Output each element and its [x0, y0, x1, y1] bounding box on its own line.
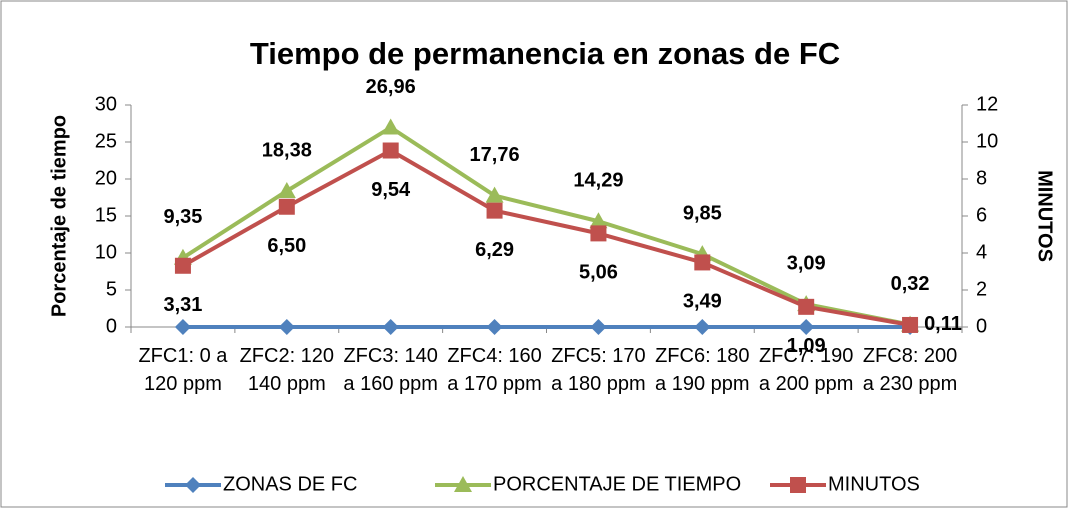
data-label: 3,31 — [163, 294, 202, 316]
chart-title: Tiempo de permanencia en zonas de FC — [250, 36, 840, 71]
marker — [798, 298, 815, 315]
y-tick-label: 25 — [95, 130, 117, 152]
x-tick-label: ZFC8: 200 a 230 ppm — [862, 345, 958, 395]
y-tick-label: 10 — [95, 241, 117, 263]
data-label: 18,38 — [262, 139, 312, 161]
marker — [902, 316, 919, 333]
marker — [589, 212, 608, 229]
y2-tick-label: 2 — [976, 278, 987, 300]
data-label: 26,96 — [366, 76, 416, 98]
line — [181, 148, 911, 327]
x-tick-label: ZFC7: 190 a 200 ppm — [758, 345, 854, 395]
y-tick-label: 5 — [106, 278, 117, 300]
data-label: 3,09 — [787, 252, 826, 274]
chart-frame — [0, 0, 1068, 508]
marker — [382, 319, 399, 335]
data-label: 0,11 — [924, 313, 962, 335]
legend-label: PORCENTAJE DE TIEMPO — [493, 473, 741, 495]
y2-tick-label: 12 — [976, 93, 998, 115]
y-tick-label: 20 — [95, 167, 117, 189]
marker — [486, 202, 503, 219]
x-tick-label: ZFC1: 0 a 120 ppm — [138, 345, 228, 395]
marker — [278, 198, 295, 215]
marker — [590, 225, 607, 242]
x-tick-label: ZFC6: 180 a 190 ppm — [655, 345, 750, 395]
marker — [381, 118, 400, 135]
data-label: 0,32 — [891, 273, 930, 295]
data-label: 6,50 — [267, 235, 306, 257]
marker — [790, 477, 806, 493]
marker — [185, 477, 201, 493]
y2-tick-label: 10 — [976, 130, 998, 152]
x-tick-label: ZFC4: 160 a 170 ppm — [447, 345, 542, 395]
y-tick-label: 0 — [106, 315, 117, 337]
y2-tick-label: 0 — [976, 315, 987, 337]
marker — [174, 257, 191, 274]
marker — [694, 254, 711, 271]
data-label: 3,49 — [683, 291, 722, 313]
y2-tick-label: 6 — [976, 204, 987, 226]
marker — [277, 181, 296, 198]
data-label: 9,35 — [163, 206, 202, 228]
marker — [485, 186, 504, 203]
marker — [454, 476, 472, 492]
marker — [590, 319, 607, 335]
data-label: 1,09 — [787, 335, 826, 357]
y-tick-label: 30 — [95, 93, 117, 115]
line — [181, 125, 911, 327]
legend-label: MINUTOS — [828, 473, 920, 495]
y2-tick-label: 8 — [976, 167, 987, 189]
marker — [382, 142, 399, 159]
x-tick-label: ZFC3: 140 a 160 ppm — [343, 345, 438, 395]
marker — [694, 319, 711, 335]
marker — [278, 319, 295, 335]
x-tick-label: ZFC2: 120 140 ppm — [239, 345, 335, 395]
data-label: 9,85 — [683, 202, 722, 224]
data-label: 9,54 — [371, 179, 411, 201]
marker — [486, 319, 503, 335]
y2-tick-label: 4 — [976, 241, 987, 263]
legend-label: ZONAS DE FC — [223, 473, 357, 495]
y-tick-label: 15 — [95, 204, 117, 226]
data-label: 14,29 — [573, 170, 623, 192]
marker — [798, 319, 815, 335]
data-label: 17,76 — [470, 144, 520, 166]
y2-axis-label: MINUTOS — [1034, 170, 1056, 262]
data-label: 5,06 — [579, 262, 618, 284]
y-axis-label: Porcentaje de tiempo — [48, 115, 70, 317]
marker — [174, 319, 191, 335]
data-label: 6,29 — [475, 239, 514, 261]
x-tick-label: ZFC5: 170 a 180 ppm — [551, 345, 646, 395]
